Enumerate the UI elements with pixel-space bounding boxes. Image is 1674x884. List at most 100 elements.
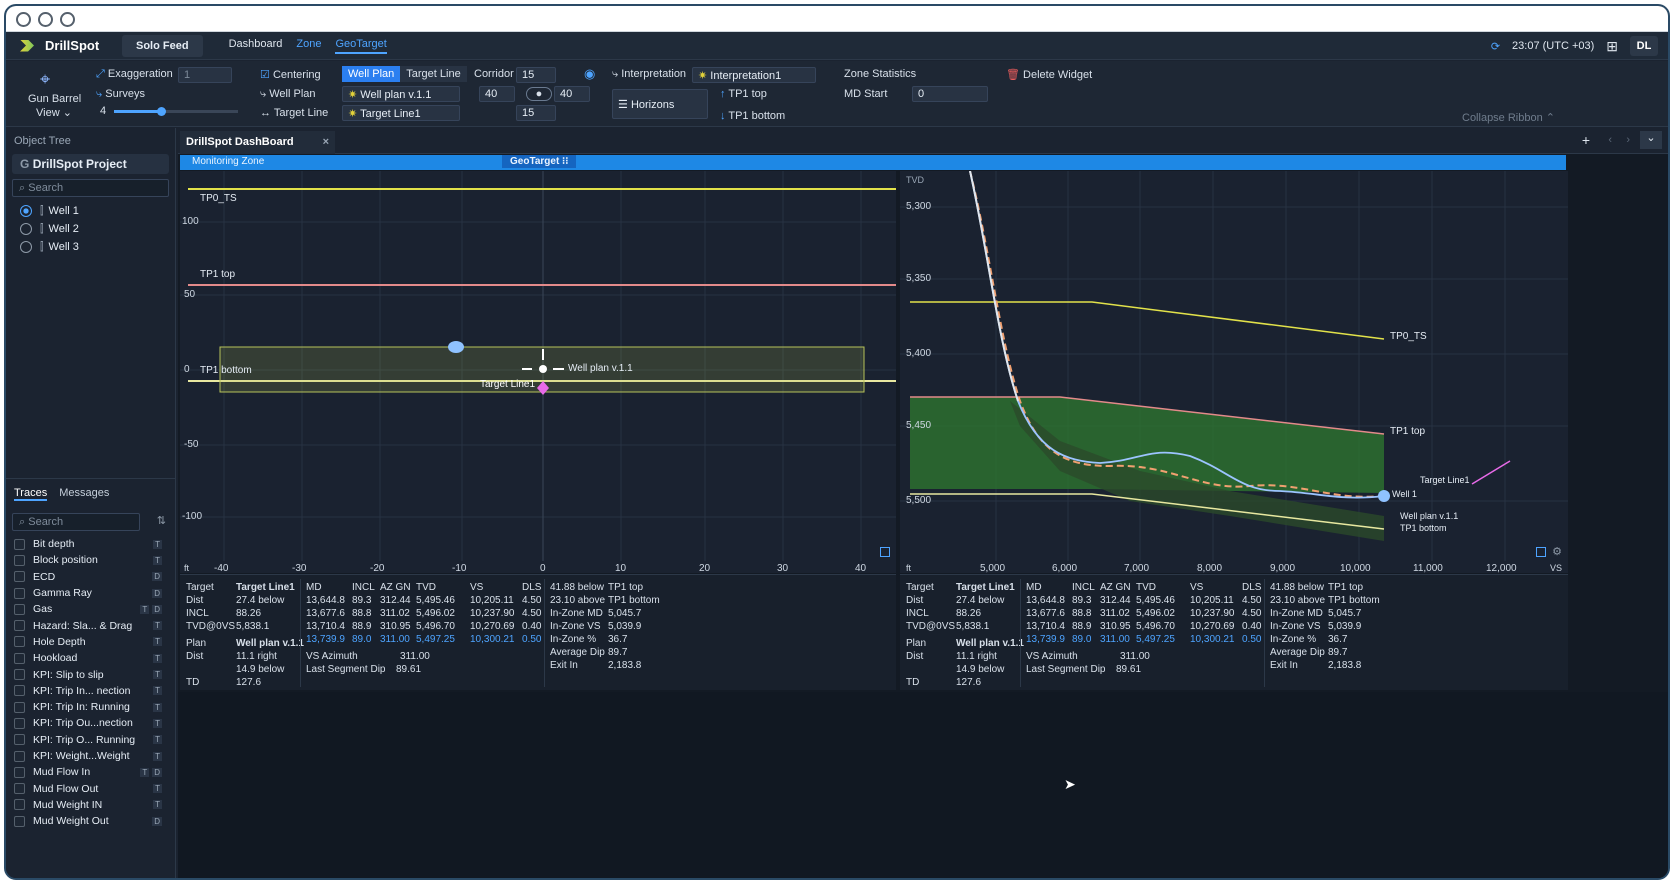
tab-messages[interactable]: Messages — [59, 487, 110, 499]
trace-item[interactable]: KPI: Slip to slip T — [6, 666, 176, 682]
tree-search-input[interactable]: ⌕ Search — [12, 179, 169, 197]
checkbox-icon[interactable] — [14, 538, 25, 550]
trace-search-input[interactable]: ⌕ Search — [12, 513, 140, 531]
view-dropdown[interactable]: View ⌄ — [36, 106, 72, 119]
eye-icon[interactable]: ◉ — [584, 66, 596, 81]
target-line-select[interactable]: ✷ Target Line1 — [342, 105, 460, 121]
checkbox-icon[interactable] — [14, 750, 25, 762]
trace-item[interactable]: KPI: Trip In... nection T — [6, 683, 176, 699]
trace-item[interactable]: Gas T D — [6, 601, 176, 617]
centering-checkbox[interactable]: ☑ Centering — [260, 68, 321, 81]
well-plan-select[interactable]: ✷ Well plan v.1.1 — [342, 86, 460, 102]
radio-icon[interactable] — [20, 241, 32, 253]
surveys-slider-handle[interactable] — [157, 107, 167, 116]
tp1-bottom-item[interactable]: ↓ TP1 bottom — [720, 110, 785, 122]
trace-item[interactable]: KPI: Trip In: Running T — [6, 699, 176, 715]
trace-item[interactable]: Gamma Ray D — [6, 585, 176, 601]
surveys-toggle[interactable]: ⤷ Surveys — [96, 88, 145, 101]
tp1-top-item[interactable]: ↑ TP1 top — [720, 88, 767, 100]
checkbox-icon[interactable] — [14, 701, 25, 713]
tab-traces[interactable]: Traces — [14, 487, 48, 501]
horizons-dropdown[interactable]: ☰ Horizons — [612, 89, 708, 119]
radio-icon[interactable] — [20, 223, 32, 235]
trace-item[interactable]: KPI: Trip Ou...nection T — [6, 715, 176, 731]
interpretation-toggle[interactable]: ⤷ Interpretation — [612, 68, 686, 81]
layout-icon[interactable]: ⊞ — [1606, 37, 1618, 54]
exaggeration-select[interactable]: 1 — [178, 67, 232, 83]
trace-item[interactable]: KPI: Trip O... Running T — [6, 732, 176, 748]
interpretation-select[interactable]: ✷ Interpretation1 — [692, 67, 816, 83]
target-line-toggle[interactable]: ↔ Target Line — [260, 107, 328, 119]
well-item[interactable]: ⫿ Well 3 — [6, 238, 175, 256]
surveys-slider[interactable] — [114, 107, 238, 116]
chevron-down-icon[interactable]: ⌄ — [1640, 131, 1662, 149]
sort-icon[interactable]: ⇅ — [156, 515, 166, 527]
trace-item[interactable]: Mud Weight Out D — [6, 813, 176, 829]
seg-target-line[interactable]: Target Line — [400, 66, 467, 82]
sync-icon[interactable]: ⟳ — [1490, 40, 1501, 53]
checkbox-icon[interactable] — [14, 620, 25, 632]
trace-item[interactable]: Hole Depth T — [6, 634, 176, 650]
monitoring-zone-label[interactable]: Monitoring Zone — [192, 156, 265, 167]
checkbox-icon[interactable] — [14, 717, 25, 729]
collapse-ribbon-button[interactable]: Collapse Ribbon ⌃ — [1462, 112, 1555, 124]
add-tab-icon[interactable]: + — [1581, 132, 1590, 148]
checkbox-icon[interactable] — [14, 766, 25, 778]
maximize-window-icon[interactable] — [60, 12, 75, 27]
checkbox-icon[interactable] — [14, 734, 25, 746]
close-window-icon[interactable] — [16, 12, 31, 27]
gun-barrel-icon[interactable]: ⌖ — [40, 69, 51, 89]
settings-icon[interactable]: ⚙ — [1552, 546, 1562, 558]
checkbox-icon[interactable] — [14, 685, 25, 697]
trace-item[interactable]: Bit depth T — [6, 536, 176, 552]
trace-item[interactable]: Hazard: Sla... & Drag T — [6, 617, 176, 633]
nav-geotarget[interactable]: GeoTarget — [335, 38, 387, 54]
avatar[interactable]: DL — [1630, 36, 1658, 56]
well-item[interactable]: ⫿ Well 1 — [6, 202, 175, 220]
checkbox-icon[interactable] — [14, 669, 25, 681]
well-plan-toggle[interactable]: ⤷ Well Plan — [260, 88, 316, 101]
corridor-left-input[interactable]: 40 — [479, 86, 515, 102]
corridor-right-input[interactable]: 40 — [554, 86, 590, 102]
checkbox-icon[interactable] — [14, 587, 25, 599]
corridor-bottom-input[interactable]: 15 — [516, 105, 556, 121]
minimize-window-icon[interactable] — [38, 12, 53, 27]
project-select[interactable]: G DrillSpot Project — [12, 154, 169, 174]
chevron-right-icon[interactable]: › — [1626, 134, 1630, 146]
exaggeration-toggle[interactable]: ⤢ Exaggeration — [96, 68, 173, 81]
gun-barrel-label[interactable]: Gun Barrel — [28, 93, 82, 105]
trace-item[interactable]: Hookload T — [6, 650, 176, 666]
checkbox-icon[interactable] — [14, 603, 25, 615]
section-chart[interactable]: TVD 5,300 5,350 5,400 5,450 5,500 TP0_TS… — [900, 171, 1568, 574]
nav-dashboard[interactable]: Dashboard — [228, 37, 283, 50]
trace-item[interactable]: ECD D — [6, 569, 176, 585]
checkbox-icon[interactable] — [14, 815, 25, 827]
checkbox-icon[interactable] — [14, 783, 25, 795]
checkbox-icon[interactable] — [14, 571, 25, 583]
checkbox-icon[interactable] — [14, 652, 25, 664]
md-start-input[interactable]: 0 — [912, 86, 988, 102]
solo-feed-button[interactable]: Solo Feed — [122, 34, 203, 57]
corridor-center-icon[interactable]: ● — [526, 87, 552, 101]
nav-zone[interactable]: Zone — [296, 37, 322, 50]
geotarget-label[interactable]: GeoTarget ⁝⁝ — [502, 155, 577, 168]
delete-widget-button[interactable]: 🗑 Delete Widget — [1006, 68, 1092, 81]
trace-item[interactable]: Mud Weight IN T — [6, 797, 176, 813]
seg-well-plan[interactable]: Well Plan — [342, 66, 401, 82]
checkbox-icon[interactable] — [14, 799, 25, 811]
checkbox-icon[interactable] — [14, 636, 25, 648]
export-icon[interactable] — [1536, 547, 1546, 557]
tab-drillspot-dashboard[interactable]: DrillSpot DashBoard × — [180, 131, 335, 154]
trace-item[interactable]: Mud Flow Out T — [6, 780, 176, 796]
trace-item[interactable]: KPI: Weight...Weight T — [6, 748, 176, 764]
well-item[interactable]: ⫿ Well 2 — [6, 220, 175, 238]
trace-item[interactable]: Mud Flow In T D — [6, 764, 176, 780]
checkbox-icon[interactable] — [14, 554, 25, 566]
export-icon[interactable] — [880, 547, 890, 557]
radio-icon[interactable] — [20, 205, 32, 217]
chevron-left-icon[interactable]: ‹ — [1608, 134, 1612, 146]
gun-barrel-chart[interactable]: TP0_TS TP1 top TP1 bottom Well plan v.1.… — [180, 171, 896, 574]
corridor-top-input[interactable]: 15 — [516, 67, 556, 83]
trace-item[interactable]: Block position T — [6, 552, 176, 568]
close-icon[interactable]: × — [322, 136, 329, 148]
